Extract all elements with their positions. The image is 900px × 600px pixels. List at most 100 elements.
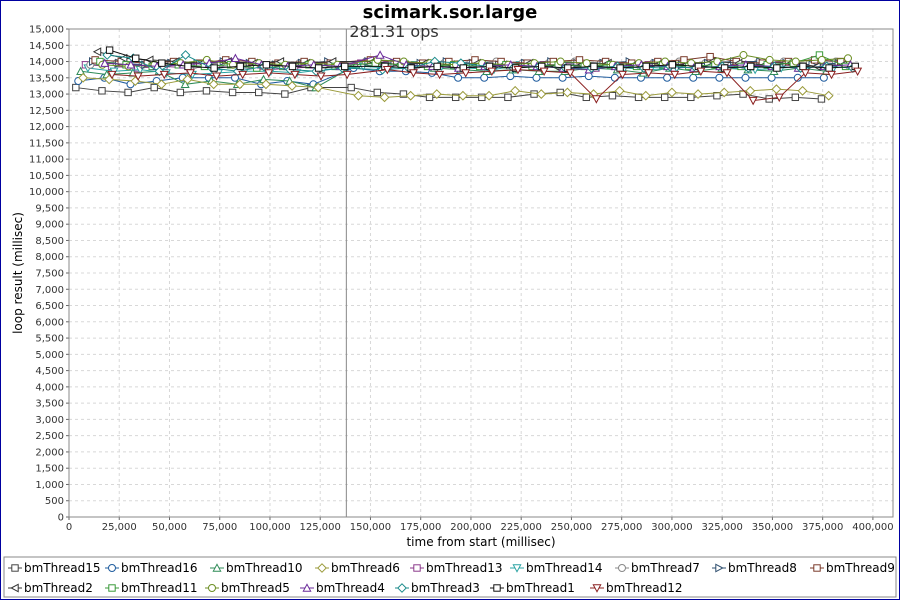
plot-border bbox=[68, 28, 894, 518]
data-point bbox=[513, 65, 523, 75]
y-tick-label: 8,500 bbox=[35, 236, 64, 247]
data-point bbox=[288, 62, 297, 71]
data-point bbox=[747, 62, 755, 71]
data-point bbox=[234, 79, 245, 90]
data-point bbox=[105, 46, 114, 54]
data-point bbox=[158, 59, 166, 67]
data-point bbox=[771, 84, 782, 95]
legend-marker bbox=[813, 564, 821, 572]
data-point bbox=[739, 51, 748, 60]
data-point bbox=[347, 83, 355, 92]
data-point bbox=[236, 62, 244, 71]
y-tick-label: 2,500 bbox=[35, 431, 64, 442]
data-point bbox=[722, 69, 732, 78]
data-point bbox=[132, 54, 140, 62]
data-point bbox=[817, 55, 826, 64]
x-axis-label: time from start (millisec) bbox=[406, 535, 555, 549]
x-tick-label: 375,000 bbox=[802, 522, 843, 533]
legend-item-bmthread11: bmThread11 bbox=[105, 581, 198, 595]
x-tick-label: 400,000 bbox=[852, 522, 893, 533]
legend-label: bmThread4 bbox=[316, 581, 385, 595]
data-point bbox=[180, 50, 191, 60]
data-point bbox=[506, 72, 515, 81]
data-point bbox=[819, 73, 828, 82]
y-tick-label: 5,500 bbox=[35, 334, 64, 345]
data-point bbox=[484, 90, 494, 101]
legend-marker bbox=[512, 564, 522, 573]
data-point bbox=[825, 64, 833, 72]
legend-item-bmthread7: bmThread7 bbox=[615, 561, 700, 575]
legend-item-bmthread3: bmThread3 bbox=[395, 581, 480, 595]
legend-label: bmThread7 bbox=[631, 561, 700, 575]
data-point bbox=[159, 70, 169, 80]
y-tick-label: 0 bbox=[58, 513, 64, 524]
legend-label: bmThread6 bbox=[331, 561, 400, 575]
y-tick-label: 3,500 bbox=[35, 399, 64, 410]
legend-marker bbox=[397, 583, 407, 593]
data-point bbox=[379, 92, 390, 103]
data-point bbox=[693, 89, 703, 99]
data-point bbox=[644, 69, 654, 78]
x-tick-label: 325,000 bbox=[701, 522, 742, 533]
legend-marker bbox=[317, 563, 327, 573]
legend-item-bmthread2: bmThread2 bbox=[8, 581, 93, 595]
data-point bbox=[313, 82, 324, 93]
data-point bbox=[767, 73, 776, 82]
data-point bbox=[715, 73, 724, 82]
y-tick-label: 15,000 bbox=[29, 25, 64, 36]
data-point bbox=[287, 81, 297, 91]
data-point bbox=[817, 95, 826, 103]
y-tick-label: 7,500 bbox=[35, 269, 64, 280]
data-point bbox=[124, 88, 132, 97]
data-point bbox=[78, 72, 88, 83]
legend-marker bbox=[413, 564, 421, 572]
legend-label: bmThread16 bbox=[121, 561, 198, 575]
data-point bbox=[316, 72, 326, 81]
data-point bbox=[399, 90, 408, 98]
legend-label: bmThread11 bbox=[121, 581, 198, 595]
data-point bbox=[435, 70, 445, 80]
legend-item-bmthread13: bmThread13 bbox=[410, 561, 503, 575]
data-point bbox=[451, 93, 460, 102]
data-point bbox=[719, 87, 730, 98]
data-point bbox=[582, 93, 591, 102]
legend-marker bbox=[10, 583, 19, 593]
y-tick-label: 6,500 bbox=[35, 301, 64, 312]
legend-marker bbox=[592, 584, 602, 593]
legend-item-bmthread8: bmThread8 bbox=[712, 561, 797, 575]
legend-item-bmthread15: bmThread15 bbox=[8, 561, 101, 575]
y-tick-label: 14,000 bbox=[29, 57, 64, 68]
y-tick-label: 10,000 bbox=[29, 187, 64, 198]
y-axis-label: loop result (millisec) bbox=[11, 212, 25, 334]
legend-marker bbox=[108, 564, 116, 572]
data-point bbox=[230, 53, 240, 62]
data-point bbox=[642, 62, 650, 71]
x-tick-label: 275,000 bbox=[601, 522, 642, 533]
data-point bbox=[608, 91, 617, 100]
legend-item-bmthread9: bmThread9 bbox=[810, 561, 895, 575]
ops-annotation: 281.31 ops bbox=[349, 22, 438, 41]
data-point bbox=[558, 73, 567, 82]
data-point bbox=[458, 90, 468, 101]
y-tick-label: 1,500 bbox=[35, 464, 64, 475]
legend-label: bmThread5 bbox=[221, 581, 290, 595]
x-tick-label: 175,000 bbox=[400, 522, 441, 533]
legend bbox=[3, 556, 897, 598]
y-tick-label: 6,000 bbox=[35, 317, 64, 328]
x-tick-label: 0 bbox=[66, 522, 72, 533]
legend-marker bbox=[493, 584, 501, 592]
data-point bbox=[133, 72, 143, 81]
data-point bbox=[180, 79, 190, 89]
x-tick-label: 150,000 bbox=[350, 522, 391, 533]
legend-item-bmthread16: bmThread16 bbox=[105, 561, 198, 575]
y-tick-label: 11,500 bbox=[29, 138, 64, 149]
data-point bbox=[670, 70, 680, 80]
data-point bbox=[262, 61, 271, 69]
data-point bbox=[487, 67, 497, 77]
data-point bbox=[375, 50, 385, 59]
data-point bbox=[373, 88, 381, 97]
legend-marker bbox=[618, 564, 626, 572]
y-tick-label: 7,000 bbox=[35, 285, 64, 296]
data-point bbox=[745, 85, 756, 96]
data-point bbox=[118, 53, 128, 63]
